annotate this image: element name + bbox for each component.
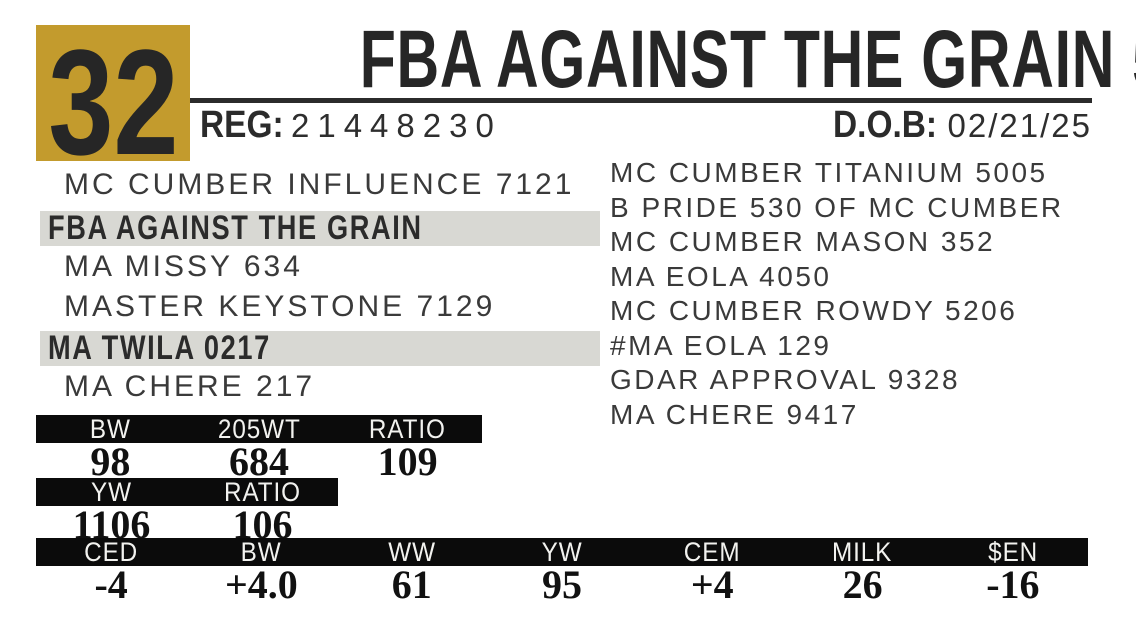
pedigree-ancestor: MA EOLA 4050 [610, 260, 832, 292]
epd-header-bw: BW [240, 537, 282, 567]
yearling-header-yw: YW [91, 477, 132, 507]
epd-header-cem: CEM [683, 537, 741, 567]
weaning-value-205wt: 684 [228, 439, 289, 484]
pedigree-sire: FBA AGAINST THE GRAIN [48, 209, 423, 247]
reg-value: 21448230 [291, 107, 502, 144]
epd-header-ww: WW [387, 537, 436, 567]
yearling-value-ratio: 106 [232, 502, 293, 547]
pedigree-sire-of-sire: MC CUMBER INFLUENCE 7121 [64, 168, 575, 201]
extended-pedigree-column: MC CUMBER TITANIUM 5005 B PRIDE 530 OF M… [610, 156, 1130, 432]
pedigree-ancestor: B PRIDE 530 OF MC CUMBER [610, 191, 1064, 223]
epd-table-header: CED BW WW YW CEM MILK $EN [36, 538, 1088, 566]
weaning-table-header: BW 205WT RATIO [36, 415, 482, 443]
dob-label: D.O.B: [833, 104, 938, 146]
weaning-header-bw: BW [89, 414, 131, 444]
epd-value-bw: +4.0 [225, 562, 298, 607]
weaning-value-bw: 98 [90, 439, 131, 484]
weaning-header-ratio: RATIO [369, 414, 447, 444]
lot-number: 32 [47, 25, 179, 161]
weaning-table-values: 98 684 109 [36, 439, 482, 484]
epd-value-en: -16 [986, 562, 1040, 607]
epd-header-en: $EN [987, 537, 1038, 567]
yearling-table-values: 1106 106 [36, 502, 338, 547]
epd-header-ced: CED [84, 537, 139, 567]
lot-number-box: 32 [36, 25, 190, 161]
registration-row: REG: 21448230 [200, 106, 502, 145]
animal-title-wrap: FBA AGAINST THE GRAIN 549 [190, 19, 1136, 101]
pedigree-ancestor: MC CUMBER MASON 352 [610, 226, 996, 257]
epd-value-yw: 95 [541, 562, 582, 607]
dob-value: 02/21/25 [947, 107, 1092, 144]
dob-row: D.O.B: 02/21/25 [833, 106, 1092, 145]
epd-table-values: -4 +4.0 61 95 +4 26 -16 [36, 562, 1088, 607]
pedigree-sire-highlight: FBA AGAINST THE GRAIN [40, 211, 600, 246]
pedigree-ancestor: MC CUMBER TITANIUM 5005 [610, 157, 1048, 188]
epd-header-yw: YW [541, 537, 583, 567]
title-divider-rule [190, 98, 1092, 103]
epd-value-milk: 26 [842, 562, 883, 607]
pedigree-ancestor: MA CHERE 9417 [610, 398, 859, 430]
pedigree-dam-of-sire: MA MISSY 634 [64, 250, 303, 283]
pedigree-sire-of-dam: MASTER KEYSTONE 7129 [64, 290, 496, 323]
yearling-header-ratio: RATIO [224, 477, 301, 507]
pedigree-ancestor: #MA EOLA 129 [610, 329, 832, 361]
pedigree-ancestor: GDAR APPROVAL 9328 [610, 364, 961, 395]
pedigree-dam: MA TWILA 0217 [48, 329, 271, 367]
yearling-value-yw: 1106 [72, 502, 151, 547]
pedigree-dam-highlight: MA TWILA 0217 [40, 331, 600, 366]
animal-title: FBA AGAINST THE GRAIN 549 [359, 14, 1136, 105]
epd-value-ced: -4 [94, 562, 128, 607]
epd-header-milk: MILK [832, 537, 893, 567]
reg-label: REG: [200, 104, 284, 146]
pedigree-dam-of-dam: MA CHERE 217 [64, 370, 316, 403]
epd-value-cem: +4 [690, 562, 734, 607]
weaning-value-ratio: 109 [377, 439, 438, 484]
weaning-header-205wt: 205WT [217, 414, 301, 444]
yearling-table-header: YW RATIO [36, 478, 338, 506]
epd-value-ww: 61 [391, 562, 432, 607]
pedigree-ancestor: MC CUMBER ROWDY 5206 [610, 295, 1018, 326]
